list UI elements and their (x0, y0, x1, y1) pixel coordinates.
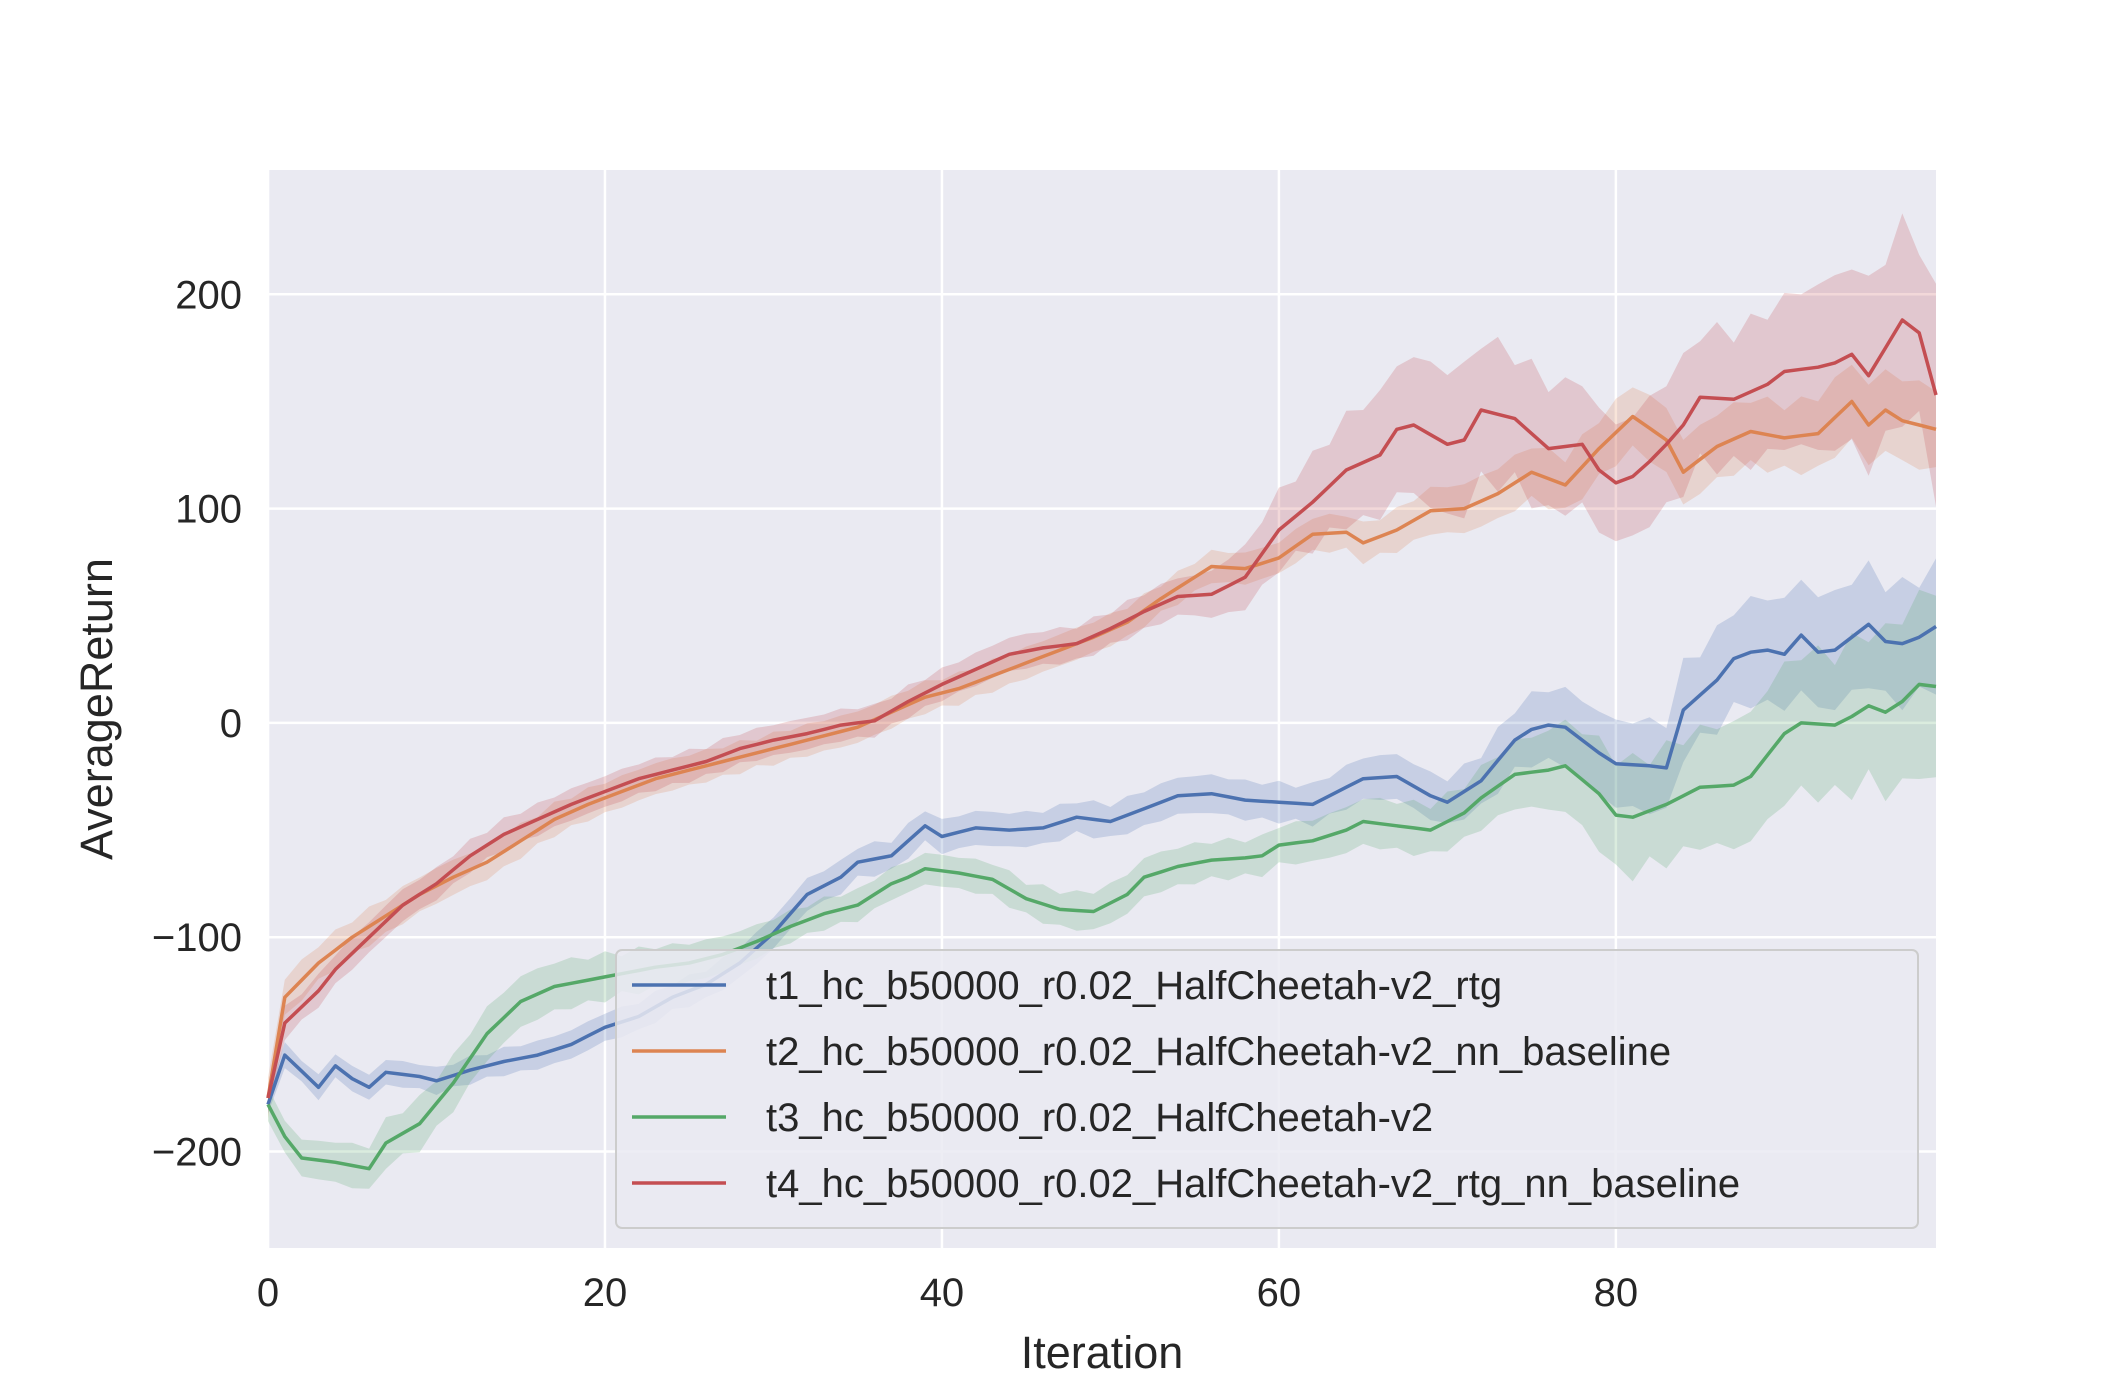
legend-entry: t2_hc_b50000_r0.02_HalfCheetah-v2_nn_bas… (632, 1030, 1671, 1074)
x-axis-ticks: 0 20 40 60 80 (257, 1271, 1638, 1315)
y-tick-label: 0 (220, 702, 242, 746)
legend-label: t2_hc_b50000_r0.02_HalfCheetah-v2_nn_bas… (766, 1030, 1671, 1074)
y-tick-label: −100 (152, 916, 242, 960)
series-band (268, 558, 1936, 1114)
legend-label: t3_hc_b50000_r0.02_HalfCheetah-v2 (766, 1096, 1433, 1140)
x-tick-label: 20 (583, 1271, 628, 1315)
y-tick-label: 200 (175, 273, 242, 317)
series-line (266, 682, 1937, 1171)
series-band (268, 364, 1936, 1119)
legend-entry: t1_hc_b50000_r0.02_HalfCheetah-v2_rtg (632, 964, 1502, 1008)
x-axis-label: Iteration (1021, 1327, 1184, 1378)
series-line (266, 622, 1937, 1105)
legend-entry: t3_hc_b50000_r0.02_HalfCheetah-v2 (632, 1096, 1433, 1140)
legend: t1_hc_b50000_r0.02_HalfCheetah-v2_rtg t2… (615, 949, 1919, 1229)
x-tick-label: 0 (257, 1271, 279, 1315)
series-band (268, 213, 1936, 1111)
y-axis-ticks: −200 −100 0 100 200 (152, 273, 242, 1174)
legend-label: t1_hc_b50000_r0.02_HalfCheetah-v2_rtg (766, 964, 1502, 1008)
y-tick-label: 100 (175, 488, 242, 532)
x-tick-label: 60 (1257, 1271, 1302, 1315)
x-tick-label: 80 (1594, 1271, 1639, 1315)
legend-label: t4_hc_b50000_r0.02_HalfCheetah-v2_rtg_nn… (766, 1162, 1740, 1206)
series-line (266, 318, 1938, 1099)
legend-frame (615, 949, 1919, 1229)
x-tick-label: 40 (920, 1271, 965, 1315)
legend-entry: t4_hc_b50000_r0.02_HalfCheetah-v2_rtg_nn… (632, 1162, 1740, 1206)
series-lines (266, 318, 1938, 1171)
y-tick-label: −200 (152, 1131, 242, 1175)
y-axis-label: AverageReturn (71, 558, 122, 860)
